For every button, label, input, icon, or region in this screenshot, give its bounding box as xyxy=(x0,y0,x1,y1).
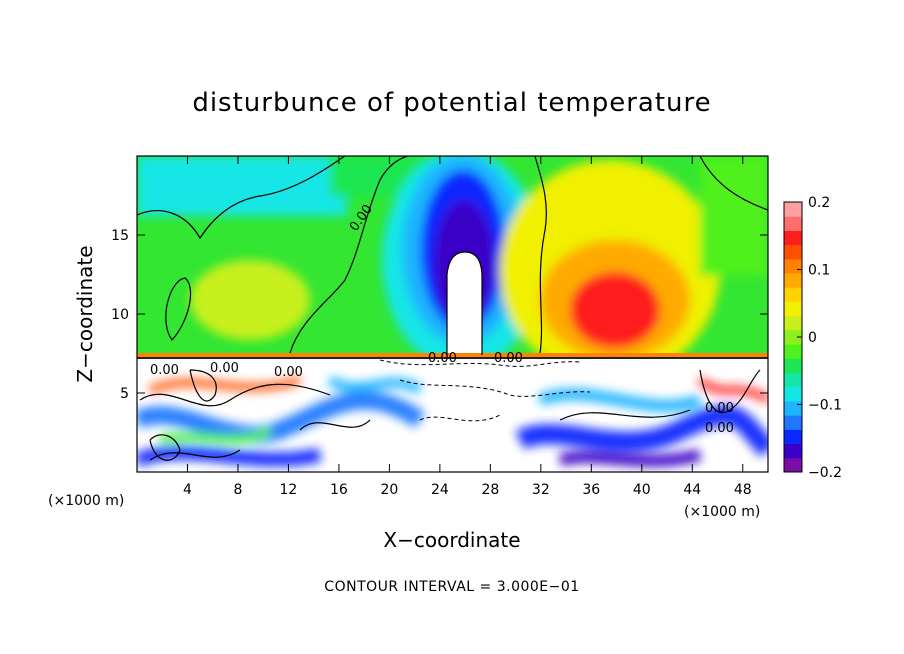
turbulence-band-3 xyxy=(515,405,768,457)
colorbar-swatch xyxy=(784,400,802,416)
field-region-right-green xyxy=(700,156,768,276)
x-tick-label: 12 xyxy=(280,482,298,498)
contour-neg-1 xyxy=(379,359,581,367)
contour-label-7: 0.00 xyxy=(150,363,179,378)
colorbar-swatch xyxy=(784,301,802,317)
colorbar-swatch xyxy=(784,315,802,331)
contour-lower-2 xyxy=(149,449,241,461)
turbulence-band-4 xyxy=(537,388,703,412)
x-tick-label: 16 xyxy=(330,482,348,498)
contour-label-2: 0.00 xyxy=(274,365,303,380)
colorbar-ticks: 0.2 0.1 0 −0.1 −0.2 xyxy=(797,195,842,481)
colorbar-swatch xyxy=(784,415,802,430)
x-tick-label: 48 xyxy=(734,482,752,498)
contour-lower-7 xyxy=(149,434,181,461)
y-axis: 5 10 15 xyxy=(111,228,768,402)
colorbar-tick-label: −0.1 xyxy=(808,398,842,414)
colorbar-swatch xyxy=(784,386,802,402)
colorbar-tick-label: −0.2 xyxy=(808,465,842,481)
field-region-left-yellow xyxy=(190,260,310,340)
contour-zero-right2 xyxy=(699,156,768,211)
colorbar-swatch xyxy=(784,358,802,374)
y-axis-unit: (×1000 m) xyxy=(48,493,124,509)
contour-interval-note: CONTOUR INTERVAL = 3.000E−01 xyxy=(324,579,579,595)
colorbar-swatch xyxy=(784,372,802,388)
x-axis: 4 8 12 16 20 24 28 32 36 40 44 48 xyxy=(183,156,752,498)
lower-layer-field xyxy=(137,356,768,472)
x-tick-label: 32 xyxy=(532,482,550,498)
contour-lower-3 xyxy=(559,409,691,421)
contour-dashed xyxy=(379,359,591,422)
colorbar-tick-label: 0 xyxy=(808,330,817,346)
plot-area: 0.00 0.00 0.00 0.00 0.00 0.00 0.00 0.00 xyxy=(137,156,768,472)
colorbar-swatch xyxy=(784,457,802,473)
x-tick-label: 36 xyxy=(582,482,600,498)
contour-zero-left xyxy=(137,156,346,240)
contour-lower-1 xyxy=(139,383,331,407)
y-tick-label: 10 xyxy=(111,307,129,323)
contour-lines xyxy=(137,156,768,461)
colorbar-swatch xyxy=(784,344,802,359)
contour-label-6: 0.00 xyxy=(705,401,734,416)
colorbar-swatch xyxy=(784,287,802,302)
field-region-saturated-core xyxy=(447,252,482,355)
contour-lower-4 xyxy=(299,419,371,431)
turbulence-band-7 xyxy=(558,449,702,467)
y-tick-label: 15 xyxy=(111,228,129,244)
turbulence-band-1 xyxy=(137,391,425,444)
x-tick-label: 44 xyxy=(683,482,701,498)
y-axis-label: Z−coordinate xyxy=(73,245,97,382)
colorbar-swatch xyxy=(784,230,802,246)
contour-label-5: 0.00 xyxy=(494,351,523,366)
turbulence-band-9 xyxy=(327,375,423,395)
turbulence-band-8 xyxy=(697,376,768,404)
colorbar-swatch xyxy=(784,429,802,445)
layer-interface xyxy=(137,353,768,357)
upper-layer-field xyxy=(137,156,768,380)
colorbar-tick-label: 0.2 xyxy=(808,195,830,211)
contour-neg-core xyxy=(446,251,483,355)
contour-label-4: 0.00 xyxy=(428,351,457,366)
turbulence-band-6 xyxy=(158,425,273,445)
contour-zero-center xyxy=(289,156,409,354)
x-axis-unit: (×1000 m) xyxy=(684,504,760,520)
x-tick-label: 4 xyxy=(183,482,192,498)
colorbar-swatch xyxy=(784,216,802,231)
field-region-pos-core xyxy=(570,272,660,348)
layer-interface-dark xyxy=(137,357,768,359)
contour-neg-3 xyxy=(419,414,501,422)
chart-title: disturbunce of potential temperature xyxy=(192,88,711,118)
colorbar-swatch xyxy=(784,273,802,288)
x-tick-label: 20 xyxy=(380,482,398,498)
colorbar-swatch xyxy=(784,443,802,459)
colorbar-swatch xyxy=(784,202,802,217)
x-axis-label: X−coordinate xyxy=(383,528,520,552)
x-tick-label: 24 xyxy=(431,482,449,498)
contour-label-8: 0.00 xyxy=(705,421,734,436)
x-tick-label: 28 xyxy=(481,482,499,498)
contour-neg-2 xyxy=(399,379,591,397)
x-tick-label: 40 xyxy=(633,482,651,498)
contour-zero-right1 xyxy=(534,156,547,354)
field-region-top-left xyxy=(137,156,347,216)
y-tick-label: 5 xyxy=(120,386,129,402)
x-tick-label: 8 xyxy=(233,482,242,498)
contour-lower-5 xyxy=(699,369,761,414)
colorbar xyxy=(784,202,802,473)
colorbar-swatch xyxy=(784,258,802,274)
contour-lower-6 xyxy=(189,369,217,402)
colorbar-swatch xyxy=(784,244,802,260)
contour-loop-left xyxy=(165,277,192,341)
colorbar-swatch xyxy=(784,329,802,345)
colorbar-tick-label: 0.1 xyxy=(808,263,830,279)
contour-label-3: 0.00 xyxy=(210,361,239,376)
